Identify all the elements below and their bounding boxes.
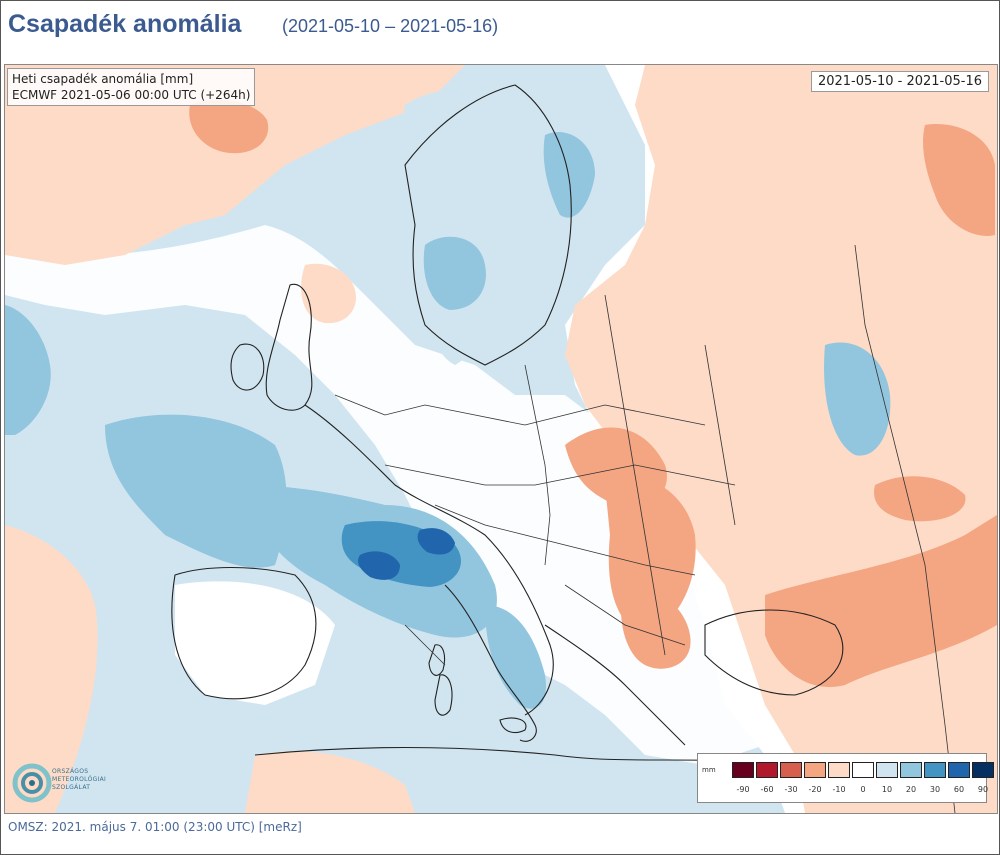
legend-unit: mm xyxy=(702,766,716,774)
legend-swatch xyxy=(756,762,778,778)
balkan-coast xyxy=(544,624,686,746)
legend-tick-label: -10 xyxy=(832,785,846,794)
border-line-6 xyxy=(704,344,736,526)
legend-tick-label: -20 xyxy=(808,785,822,794)
wet-peak-east-alps xyxy=(417,528,455,555)
dry-patch-caucasus xyxy=(874,476,966,522)
anomaly-map xyxy=(4,64,998,814)
map-period-label: 2021-05-10 - 2021-05-16 xyxy=(810,71,989,92)
legend-swatch xyxy=(900,762,922,778)
dry-zone-africa-north xyxy=(245,751,415,813)
page-title: Csapadék anomália xyxy=(8,10,242,38)
border-line-3 xyxy=(434,504,696,576)
wet-patch-norway xyxy=(423,236,486,310)
corsica-coast xyxy=(428,644,446,676)
legend-swatch xyxy=(780,762,802,778)
map-model-run-label: ECMWF 2021-05-06 00:00 UTC (+264h) xyxy=(12,88,251,102)
wet-patch-atlantic-w xyxy=(5,305,51,435)
map-canvas xyxy=(5,65,997,813)
country-borders xyxy=(334,244,956,813)
wet-patch-russia xyxy=(824,342,891,456)
legend-swatch xyxy=(828,762,850,778)
legend-tick-label: 60 xyxy=(953,785,965,794)
legend-swatch xyxy=(852,762,874,778)
border-line-7 xyxy=(854,244,956,813)
omsz-logo xyxy=(12,763,132,803)
wet-patch-biscay xyxy=(105,414,287,568)
legend-swatch xyxy=(924,762,946,778)
legend-tick-label: 90 xyxy=(977,785,989,794)
logo-line-1: ORSZÁGOS xyxy=(52,768,89,775)
wet-peak-west-alps xyxy=(358,551,400,580)
border-line-2 xyxy=(384,464,736,486)
legend-swatch xyxy=(948,762,970,778)
legend-tick-label: 20 xyxy=(905,785,917,794)
black-sea-coast xyxy=(704,609,844,696)
legend-swatch xyxy=(804,762,826,778)
legend-swatch xyxy=(972,762,994,778)
color-legend: mm -90 -60 -30 -20 -10 0 10 20 30 60 90 xyxy=(697,753,994,803)
border-line-9 xyxy=(404,624,446,666)
map-variable-label: Heti csapadék anomália [mm] xyxy=(12,72,194,86)
border-line-4 xyxy=(524,364,551,566)
legend-labels: -90 -60 -30 -20 -10 0 10 20 30 60 90 xyxy=(732,785,992,797)
legend-tick-label: 10 xyxy=(881,785,893,794)
legend-tick-label: 30 xyxy=(929,785,941,794)
ireland-coast xyxy=(230,343,265,391)
legend-tick-label: 0 xyxy=(860,785,866,794)
sicily-coast xyxy=(499,717,527,734)
italy-coast xyxy=(444,584,537,742)
omsz-logo-icon xyxy=(12,763,52,803)
dry-zone-north-sea xyxy=(301,263,356,324)
neutral-zone-central xyxy=(5,225,805,765)
dry-patch-black-sea xyxy=(765,515,997,687)
wet-patch-sweden xyxy=(543,131,595,218)
scandinavia-coast xyxy=(404,84,572,366)
legend-swatch xyxy=(876,762,898,778)
dry-zone-atlantic-sw xyxy=(5,525,98,813)
border-line-8 xyxy=(564,584,686,646)
dry-patch-ural xyxy=(923,124,995,236)
omsz-logo-text: ORSZÁGOS METEOROLÓGIAI SZOLGÁLAT xyxy=(52,768,106,792)
legend-tick-label: -30 xyxy=(784,785,798,794)
legend-swatches xyxy=(732,762,996,778)
logo-line-2: METEOROLÓGIAI xyxy=(52,776,107,783)
border-line-5 xyxy=(604,294,666,656)
dry-patch-balkans xyxy=(621,585,691,669)
logo-line-3: SZOLGÁLAT xyxy=(52,784,91,791)
continental-coast xyxy=(304,404,554,716)
border-line-1 xyxy=(334,394,706,426)
iberia-coast xyxy=(171,566,317,700)
legend-swatch xyxy=(732,762,754,778)
wet-patch-italy xyxy=(485,605,546,709)
dry-zone-north-atlantic xyxy=(5,65,465,265)
footer-credit: OMSZ: 2021. május 7. 01:00 (23:00 UTC) [… xyxy=(8,820,302,834)
title-date-range: (2021-05-10 – 2021-05-16) xyxy=(282,16,499,36)
dry-patch-iceland xyxy=(189,100,269,154)
map-info-box: Heti csapadék anomália [mm] ECMWF 2021-0… xyxy=(7,68,256,106)
sardinia-coast xyxy=(434,674,453,716)
legend-tick-label: -90 xyxy=(736,785,750,794)
neutral-zone-iberia xyxy=(175,581,335,705)
legend-tick-label: -60 xyxy=(760,785,774,794)
